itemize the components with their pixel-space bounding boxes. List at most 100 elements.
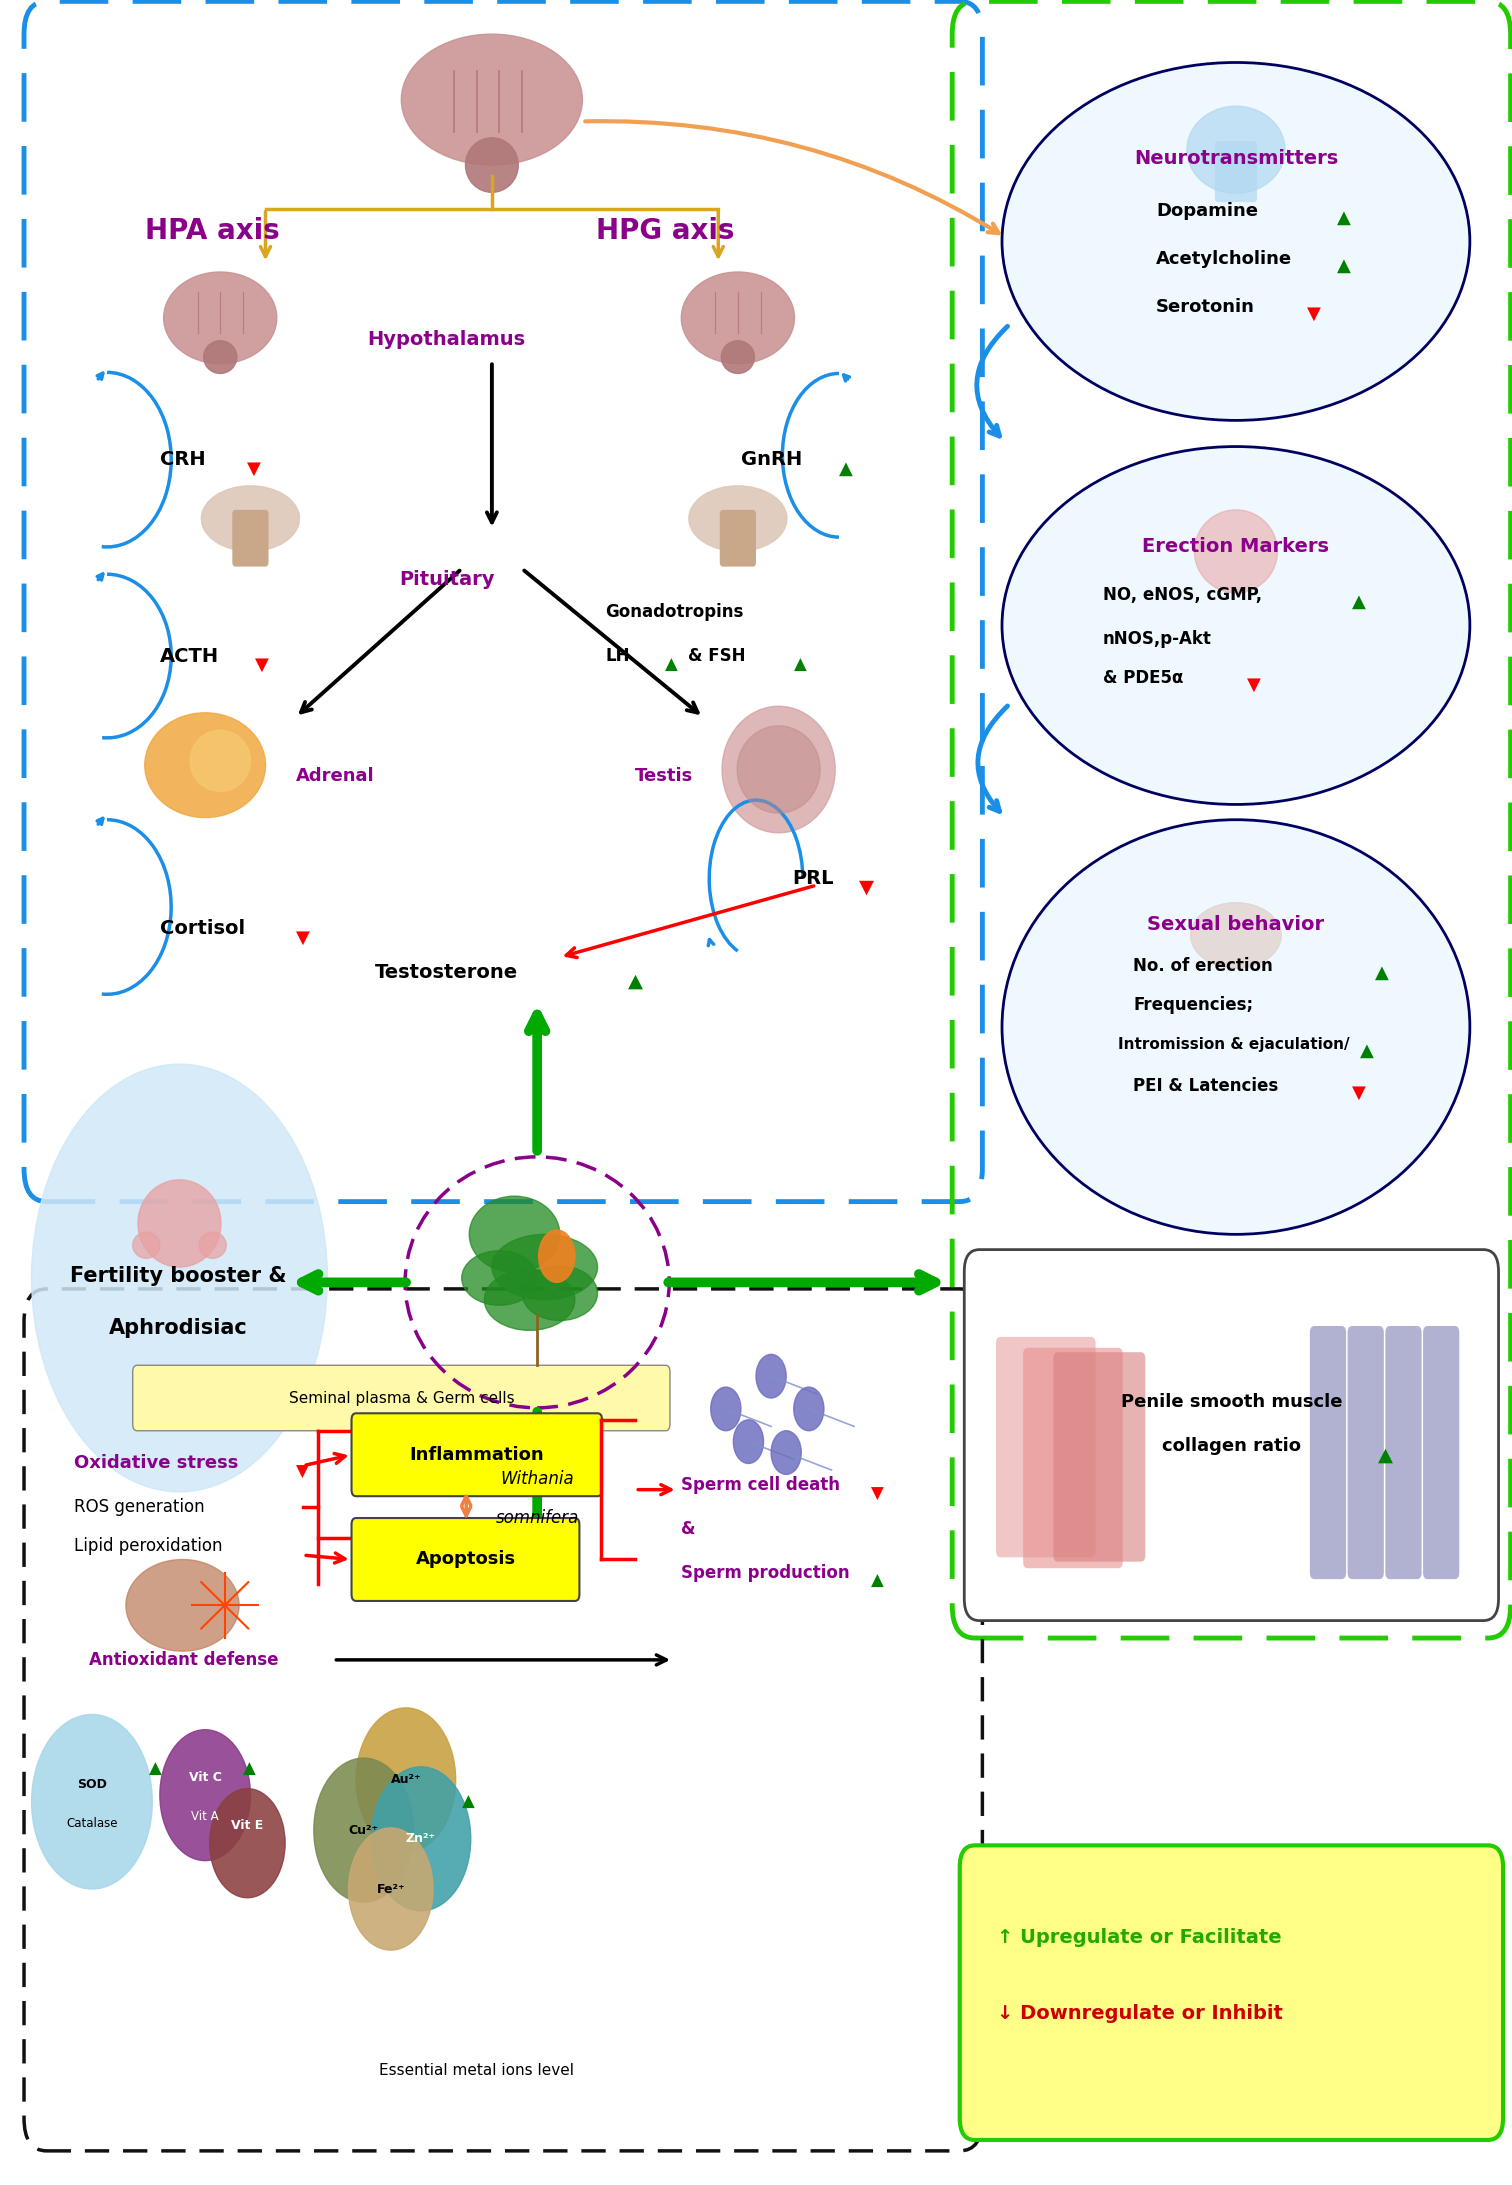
Text: ▲: ▲: [871, 1573, 883, 1591]
FancyBboxPatch shape: [133, 1366, 670, 1431]
Text: Antioxidant defense: Antioxidant defense: [89, 1652, 278, 1669]
Text: Lipid peroxidation: Lipid peroxidation: [74, 1538, 222, 1556]
Ellipse shape: [689, 485, 786, 551]
Circle shape: [794, 1387, 824, 1431]
Circle shape: [733, 1420, 764, 1464]
Circle shape: [32, 1715, 153, 1890]
Text: ↓ Downregulate or Inhibit: ↓ Downregulate or Inhibit: [998, 2004, 1284, 2023]
Text: Neurotransmitters: Neurotransmitters: [1134, 149, 1338, 168]
FancyBboxPatch shape: [351, 1519, 579, 1602]
Ellipse shape: [738, 725, 820, 813]
Circle shape: [370, 1768, 470, 1912]
Text: ▲: ▲: [243, 1759, 256, 1779]
Text: Intromission & ejaculation/: Intromission & ejaculation/: [1119, 1038, 1350, 1051]
Text: ▲: ▲: [1377, 1444, 1393, 1464]
Text: ▼: ▼: [1352, 1084, 1365, 1101]
Text: ▲: ▲: [839, 459, 853, 476]
Text: ▲: ▲: [150, 1759, 162, 1779]
Text: Withania: Withania: [500, 1471, 575, 1488]
Ellipse shape: [201, 485, 299, 551]
Text: Pituitary: Pituitary: [399, 570, 494, 590]
Text: PRL: PRL: [792, 870, 835, 887]
Text: Zn²⁺: Zn²⁺: [405, 1833, 435, 1846]
Ellipse shape: [125, 1560, 239, 1652]
FancyBboxPatch shape: [1024, 1348, 1123, 1569]
Circle shape: [160, 1731, 251, 1862]
Text: Vit A: Vit A: [192, 1811, 219, 1824]
Ellipse shape: [723, 706, 835, 832]
FancyBboxPatch shape: [996, 1337, 1096, 1558]
Ellipse shape: [522, 1265, 597, 1320]
Ellipse shape: [145, 712, 266, 817]
Text: Acetylcholine: Acetylcholine: [1157, 249, 1293, 269]
FancyBboxPatch shape: [1309, 1326, 1346, 1580]
Text: nNOS,p-Akt: nNOS,p-Akt: [1104, 629, 1213, 647]
Text: ▲: ▲: [1359, 1042, 1373, 1060]
Ellipse shape: [191, 730, 251, 791]
Text: ▼: ▼: [256, 656, 269, 673]
Ellipse shape: [469, 1195, 559, 1272]
FancyBboxPatch shape: [1385, 1326, 1421, 1580]
Text: ▲: ▲: [794, 656, 806, 673]
Text: PEI & Latencies: PEI & Latencies: [1134, 1077, 1279, 1095]
Circle shape: [771, 1431, 801, 1475]
Text: NO, eNOS, cGMP,: NO, eNOS, cGMP,: [1104, 586, 1263, 603]
Ellipse shape: [721, 341, 754, 374]
FancyBboxPatch shape: [720, 509, 756, 566]
Ellipse shape: [1002, 819, 1470, 1235]
Text: & FSH: & FSH: [688, 647, 745, 664]
Text: ▼: ▼: [296, 1464, 308, 1481]
Text: Serotonin: Serotonin: [1157, 297, 1255, 317]
Text: collagen ratio: collagen ratio: [1161, 1438, 1300, 1455]
Text: ▲: ▲: [1337, 256, 1350, 275]
Ellipse shape: [461, 1250, 537, 1304]
Text: Cu²⁺: Cu²⁺: [349, 1824, 378, 1838]
Circle shape: [538, 1230, 575, 1283]
Text: Erection Markers: Erection Markers: [1143, 538, 1329, 557]
Text: ROS generation: ROS generation: [74, 1499, 204, 1516]
Ellipse shape: [484, 1269, 575, 1331]
Text: Sexual behavior: Sexual behavior: [1148, 916, 1325, 933]
Circle shape: [32, 1064, 328, 1492]
Text: Sperm production: Sperm production: [680, 1564, 850, 1582]
Text: Oxidative stress: Oxidative stress: [74, 1455, 239, 1473]
Text: ▲: ▲: [627, 972, 643, 990]
Ellipse shape: [163, 271, 277, 363]
Text: & PDE5α: & PDE5α: [1104, 669, 1184, 686]
Text: No. of erection: No. of erection: [1134, 957, 1273, 975]
Text: Essential metal ions level: Essential metal ions level: [380, 2063, 575, 2078]
Text: ▼: ▼: [859, 878, 874, 896]
Ellipse shape: [1002, 446, 1470, 804]
FancyBboxPatch shape: [965, 1250, 1498, 1621]
Text: Penile smooth muscle: Penile smooth muscle: [1120, 1394, 1343, 1412]
Ellipse shape: [204, 341, 237, 374]
Text: ▼: ▼: [296, 929, 310, 946]
Text: LH: LH: [605, 647, 629, 664]
Text: HPG axis: HPG axis: [596, 216, 735, 245]
Text: Dopamine: Dopamine: [1157, 201, 1258, 221]
Text: ACTH: ACTH: [160, 647, 219, 666]
Ellipse shape: [133, 1232, 160, 1259]
Text: ▼: ▼: [1306, 304, 1321, 323]
Text: SOD: SOD: [77, 1779, 107, 1792]
Ellipse shape: [138, 1180, 221, 1267]
Text: Testis: Testis: [635, 767, 694, 784]
Text: Au²⁺: Au²⁺: [390, 1774, 422, 1787]
Text: Adrenal: Adrenal: [296, 767, 375, 784]
Ellipse shape: [1187, 107, 1285, 194]
Text: Sperm cell death: Sperm cell death: [680, 1477, 839, 1495]
Ellipse shape: [466, 138, 519, 192]
Text: Fertility booster &: Fertility booster &: [70, 1265, 286, 1285]
Text: ▲: ▲: [665, 656, 679, 673]
Text: ▼: ▼: [871, 1486, 883, 1503]
Text: Vit C: Vit C: [189, 1772, 222, 1785]
Text: Apoptosis: Apoptosis: [416, 1551, 516, 1569]
Text: Frequencies;: Frequencies;: [1134, 996, 1253, 1014]
Text: GnRH: GnRH: [741, 450, 803, 470]
Text: ↑ Upregulate or Facilitate: ↑ Upregulate or Facilitate: [998, 1927, 1282, 1947]
Text: Seminal plasma & Germ cells: Seminal plasma & Germ cells: [289, 1390, 514, 1405]
Circle shape: [348, 1829, 432, 1951]
Circle shape: [210, 1790, 286, 1899]
Text: &: &: [680, 1521, 696, 1538]
Text: Testosterone: Testosterone: [375, 964, 519, 981]
